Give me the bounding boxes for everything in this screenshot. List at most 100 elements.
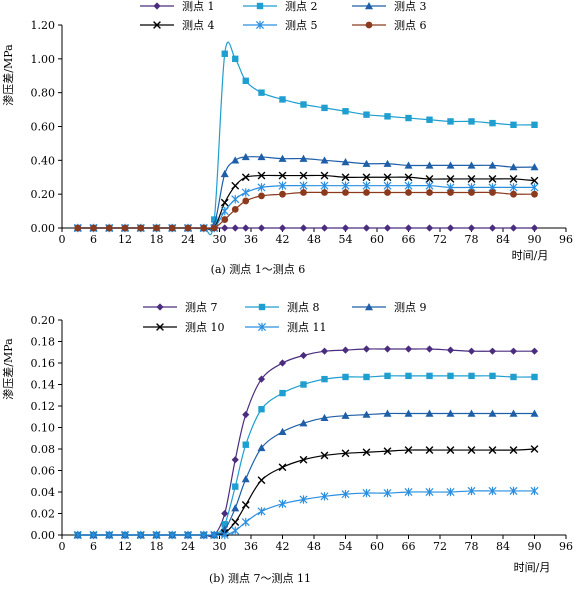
point-a-1-11 bbox=[231, 224, 239, 232]
point-a-1-23 bbox=[467, 224, 476, 232]
point-b-4-11 bbox=[231, 518, 240, 526]
point-a-6-0 bbox=[74, 224, 82, 232]
point-a-1-18 bbox=[362, 224, 371, 232]
legend-item-b-3: 测点 9 bbox=[352, 301, 427, 314]
y-tick-label-b-7: 0.14 bbox=[31, 379, 56, 392]
x-tick-label-b-4: 24 bbox=[181, 540, 195, 553]
legend-label-b-3: 测点 9 bbox=[394, 301, 427, 314]
point-b-1-12 bbox=[242, 411, 250, 419]
point-b-4-23 bbox=[467, 446, 476, 454]
point-b-3-25 bbox=[509, 409, 518, 417]
point-b-5-22 bbox=[446, 487, 455, 497]
point-a-1-13 bbox=[257, 224, 266, 232]
point-b-4-19-stroke-2 bbox=[383, 447, 392, 456]
x-tick-label-b-9: 54 bbox=[339, 540, 353, 553]
point-b-4-11-stroke-2 bbox=[231, 518, 240, 526]
point-a-5-25 bbox=[509, 183, 518, 192]
legend-item-b-5: 测点 11 bbox=[245, 321, 327, 334]
y-tick-label-b-9: 0.18 bbox=[31, 336, 56, 349]
legend-item-a-5: 测点 5 bbox=[243, 19, 318, 32]
point-a-4-12-stroke-2 bbox=[241, 173, 250, 182]
x-tick-label-a-13: 78 bbox=[465, 233, 479, 246]
x-tick-label-a-3: 18 bbox=[150, 233, 164, 246]
point-a-4-10-stroke-2 bbox=[220, 198, 229, 207]
point-b-5-6 bbox=[168, 530, 177, 540]
x-tick-label-a-11: 66 bbox=[402, 233, 416, 246]
point-b-4-12 bbox=[241, 501, 250, 509]
point-a-6-7 bbox=[184, 224, 192, 232]
point-a-2-21 bbox=[426, 116, 433, 123]
y-tick-label-a-2: 0.40 bbox=[31, 154, 56, 167]
point-a-3-21 bbox=[425, 161, 434, 169]
legend-label-b-1: 测点 7 bbox=[185, 301, 218, 314]
y-tick-label-a-5: 1.00 bbox=[31, 53, 56, 66]
legend-marker-a-6 bbox=[365, 21, 373, 29]
x-tick-label-b-0: 0 bbox=[59, 540, 66, 553]
point-b-2-20 bbox=[405, 372, 412, 380]
point-b-4-13 bbox=[257, 476, 266, 485]
point-b-1-13 bbox=[257, 375, 266, 383]
point-b-1-14 bbox=[278, 359, 287, 367]
y-tick-label-a-4: 0.80 bbox=[31, 87, 56, 100]
point-a-4-17 bbox=[341, 173, 350, 182]
point-b-1-20 bbox=[404, 345, 413, 353]
point-b-4-22 bbox=[446, 446, 455, 454]
point-a-4-20-stroke-2 bbox=[404, 173, 413, 182]
series-line-b-1 bbox=[77, 348, 535, 538]
point-b-1-11 bbox=[231, 456, 239, 464]
caption-b: (b) 测点 7～测点 11 bbox=[209, 572, 311, 585]
point-b-3-14 bbox=[278, 427, 287, 435]
series-line-a-6 bbox=[77, 191, 535, 230]
point-a-5-10 bbox=[220, 206, 229, 216]
point-b-1-10 bbox=[221, 509, 229, 518]
point-a-2-24 bbox=[489, 119, 496, 127]
point-a-6-8 bbox=[200, 224, 208, 232]
y-tick-label-b-0: 0.00 bbox=[31, 529, 56, 542]
point-a-3-11 bbox=[231, 156, 240, 164]
point-b-5-17 bbox=[341, 489, 350, 499]
point-b-3-18 bbox=[362, 410, 371, 418]
point-a-3-13 bbox=[257, 152, 266, 161]
y-tick-label-b-1: 0.02 bbox=[31, 508, 56, 521]
point-a-2-14 bbox=[279, 96, 286, 103]
point-a-3-16 bbox=[320, 156, 329, 164]
point-b-5-18 bbox=[362, 488, 371, 498]
point-b-3-16 bbox=[320, 413, 329, 422]
point-b-2-11 bbox=[232, 483, 239, 490]
x-tick-label-a-14: 84 bbox=[496, 233, 510, 246]
x-tick-label-a-1: 6 bbox=[90, 233, 97, 246]
y-tick-label-b-3: 0.06 bbox=[31, 465, 56, 478]
point-b-5-4 bbox=[136, 530, 145, 540]
point-a-2-12 bbox=[242, 77, 249, 85]
panel-a: 0 6 12 18 24 30 36 42 48 54 60 66 72 78 84 90 96 0.00 0.20… bbox=[31, 0, 574, 246]
point-a-3-20 bbox=[404, 161, 413, 169]
point-a-1-17 bbox=[341, 224, 350, 232]
point-a-4-23 bbox=[467, 175, 476, 183]
point-a-1-20 bbox=[404, 224, 413, 232]
point-b-3-23 bbox=[467, 409, 476, 417]
point-a-4-22-stroke-2 bbox=[446, 175, 455, 183]
legend-item-a-4: 测点 4 bbox=[140, 19, 215, 32]
point-a-3-19 bbox=[383, 159, 392, 167]
point-b-4-26-stroke-2 bbox=[530, 445, 539, 453]
legend-label-a-5: 测点 5 bbox=[285, 19, 318, 32]
x-tick-label-b-15: 90 bbox=[528, 540, 542, 553]
legend-marker-b-4 bbox=[156, 323, 164, 331]
point-a-3-15 bbox=[299, 154, 308, 162]
legend-marker-a-1 bbox=[153, 2, 161, 10]
point-b-5-20 bbox=[404, 487, 413, 497]
point-b-2-24 bbox=[489, 372, 496, 380]
point-b-2-26 bbox=[531, 373, 538, 381]
legend-label-a-6: 测点 6 bbox=[394, 19, 427, 32]
point-b-5-26 bbox=[530, 486, 539, 496]
x-tick-label-b-2: 12 bbox=[118, 540, 132, 553]
legend-marker-a-4-stroke-2 bbox=[153, 21, 161, 29]
y-tick-label-a-3: 0.60 bbox=[31, 121, 56, 134]
point-b-5-11 bbox=[231, 526, 240, 535]
legend-marker-a-3 bbox=[365, 2, 373, 10]
point-b-2-23 bbox=[468, 372, 475, 380]
x-tick-label-a-12: 72 bbox=[433, 233, 447, 246]
legend-label-b-2: 测点 8 bbox=[287, 301, 320, 314]
y-tick-label-b-10: 0.20 bbox=[31, 314, 56, 327]
